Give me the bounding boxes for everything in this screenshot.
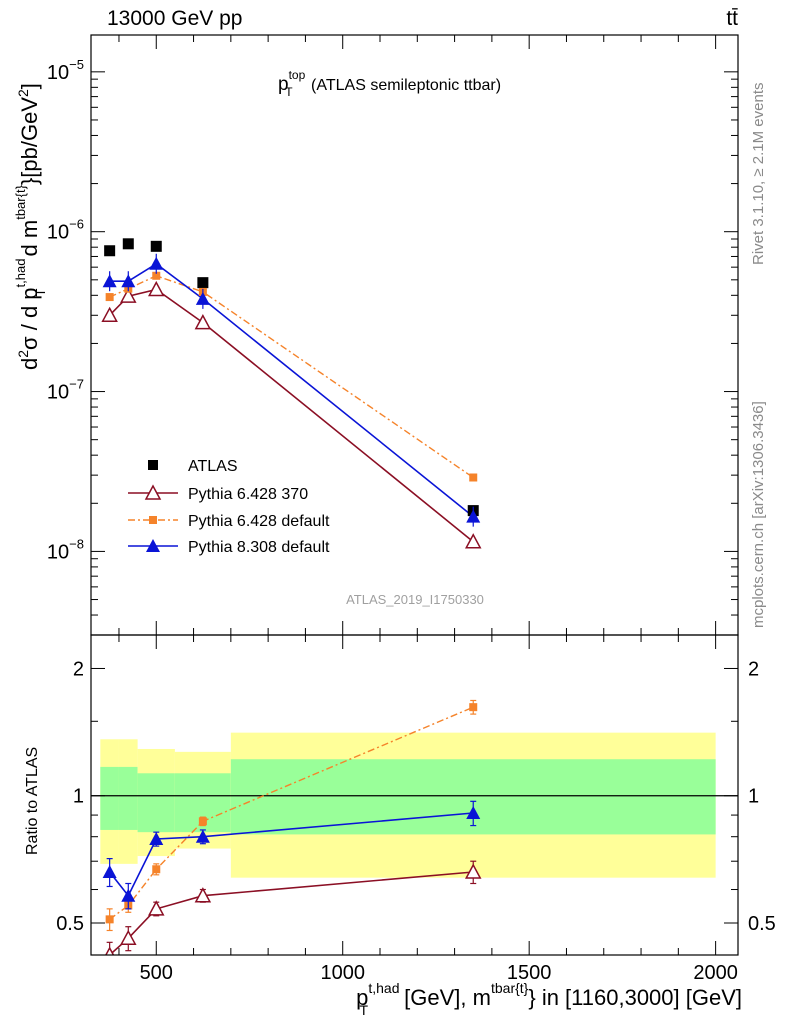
main-y-axis-label: d2σ / d pt,hadT d mtbar{t}}[pb/GeV2] <box>13 83 48 370</box>
main-point-py6-370 <box>148 280 165 297</box>
legend-marker-py6-default <box>149 516 157 524</box>
main-series-line <box>109 262 474 518</box>
ratio-series-group <box>102 699 482 955</box>
ratio-point-py6-370 <box>120 929 137 946</box>
main-point-py8-default <box>149 256 164 270</box>
ratio-point-py8-default <box>466 806 481 820</box>
main-point-py6-370 <box>464 533 482 549</box>
main-panel: 10−5 10−6 10−7 10−8 ptop T (ATLAS semilepton… <box>13 34 739 636</box>
main-series-line <box>109 288 474 543</box>
main-point-py8-default <box>121 274 136 288</box>
ratio-point-py8-default <box>195 829 210 843</box>
ratio-y-tick-label-right: 2 <box>748 658 759 680</box>
ratio-y-tick-label-right: 1 <box>748 786 759 808</box>
main-y-tick-label: 10−6 <box>47 217 84 244</box>
main-point-atlas <box>197 277 209 289</box>
x-tick-label: 1500 <box>507 962 552 984</box>
ratio-band-green <box>100 766 119 830</box>
ratio-point-py6-default <box>105 915 114 924</box>
x-tick-label: 500 <box>140 962 173 984</box>
side-mcplots-info: mcplots.cern.ch [arXiv:1306.3436] <box>750 401 767 628</box>
legend-label-py8-default: Pythia 8.308 default <box>188 539 330 556</box>
ratio-y-tick-label-left: 0.5 <box>56 913 84 935</box>
main-point-atlas <box>104 245 116 257</box>
legend: ATLAS Pythia 6.428 370 Pythia 6.428 defa… <box>128 458 330 556</box>
main-point-atlas <box>122 238 134 250</box>
header-process: tt̄ <box>726 7 738 30</box>
header-energy: 13000 GeV pp <box>107 7 242 30</box>
main-point-py6-370 <box>101 306 118 323</box>
ratio-point-py6-370 <box>148 900 165 916</box>
ratio-point-py6-default <box>198 817 207 826</box>
ratio-point-py6-370 <box>464 863 482 879</box>
ratio-panel: 2 2 1 1 0.5 0.5 500 1000 1500 2000 Ratio to ATLA… <box>24 634 776 1018</box>
ratio-series-line <box>109 706 474 920</box>
main-point-py6-default <box>469 473 478 482</box>
ratio-point-py8-default <box>149 832 164 846</box>
legend-marker-atlas <box>148 460 158 470</box>
main-point-py6-default <box>105 293 114 302</box>
main-point-py8-default <box>195 291 210 305</box>
x-tick-label: 2000 <box>693 962 738 984</box>
main-point-py6-370 <box>120 287 137 303</box>
main-point-py6-370 <box>194 314 212 330</box>
ratio-point-py8-default <box>121 888 136 902</box>
main-point-py8-default <box>102 274 117 288</box>
ratio-y-tick-label-left: 1 <box>73 786 84 808</box>
main-series-line <box>109 275 474 479</box>
side-rivet-info: Rivet 3.1.10, ≥ 2.1M events <box>750 83 767 266</box>
ratio-point-py6-370 <box>194 887 212 903</box>
main-point-py6-default <box>152 271 161 280</box>
ratio-point-py8-default <box>102 865 117 879</box>
legend-label-py6-default: Pythia 6.428 default <box>188 513 330 530</box>
legend-label-py6-370: Pythia 6.428 370 <box>188 486 308 503</box>
legend-marker-py8-default <box>146 539 160 552</box>
ratio-series-line <box>109 871 474 955</box>
ratio-y-tick-label-right: 0.5 <box>748 913 776 935</box>
x-tick-label: 1000 <box>320 962 365 984</box>
main-y-tick-label: 10−8 <box>47 536 84 563</box>
plot-title: ptop T (ATLAS semileptonic ttbar) <box>278 68 501 99</box>
ratio-band-green <box>118 766 138 830</box>
legend-marker-py6-370 <box>144 484 162 500</box>
main-point-py8-default <box>466 509 481 523</box>
main-y-tick-label: 10−5 <box>47 57 84 84</box>
legend-label-atlas: ATLAS <box>188 458 238 475</box>
ratio-point-py6-default <box>152 865 161 874</box>
main-point-atlas <box>150 240 162 252</box>
ratio-band-green <box>137 773 175 833</box>
ratio-y-tick-label-left: 2 <box>73 658 84 680</box>
ratio-y-axis-label: Ratio to ATLAS <box>24 747 41 855</box>
main-y-tick-label: 10−7 <box>47 377 84 404</box>
analysis-watermark: ATLAS_2019_I1750330 <box>346 592 484 607</box>
ratio-frame <box>90 634 739 956</box>
x-axis-label: pt,had T [GeV], mtbar{t}} in [1160,3000] … <box>356 980 742 1018</box>
ratio-point-py6-default <box>469 703 478 712</box>
